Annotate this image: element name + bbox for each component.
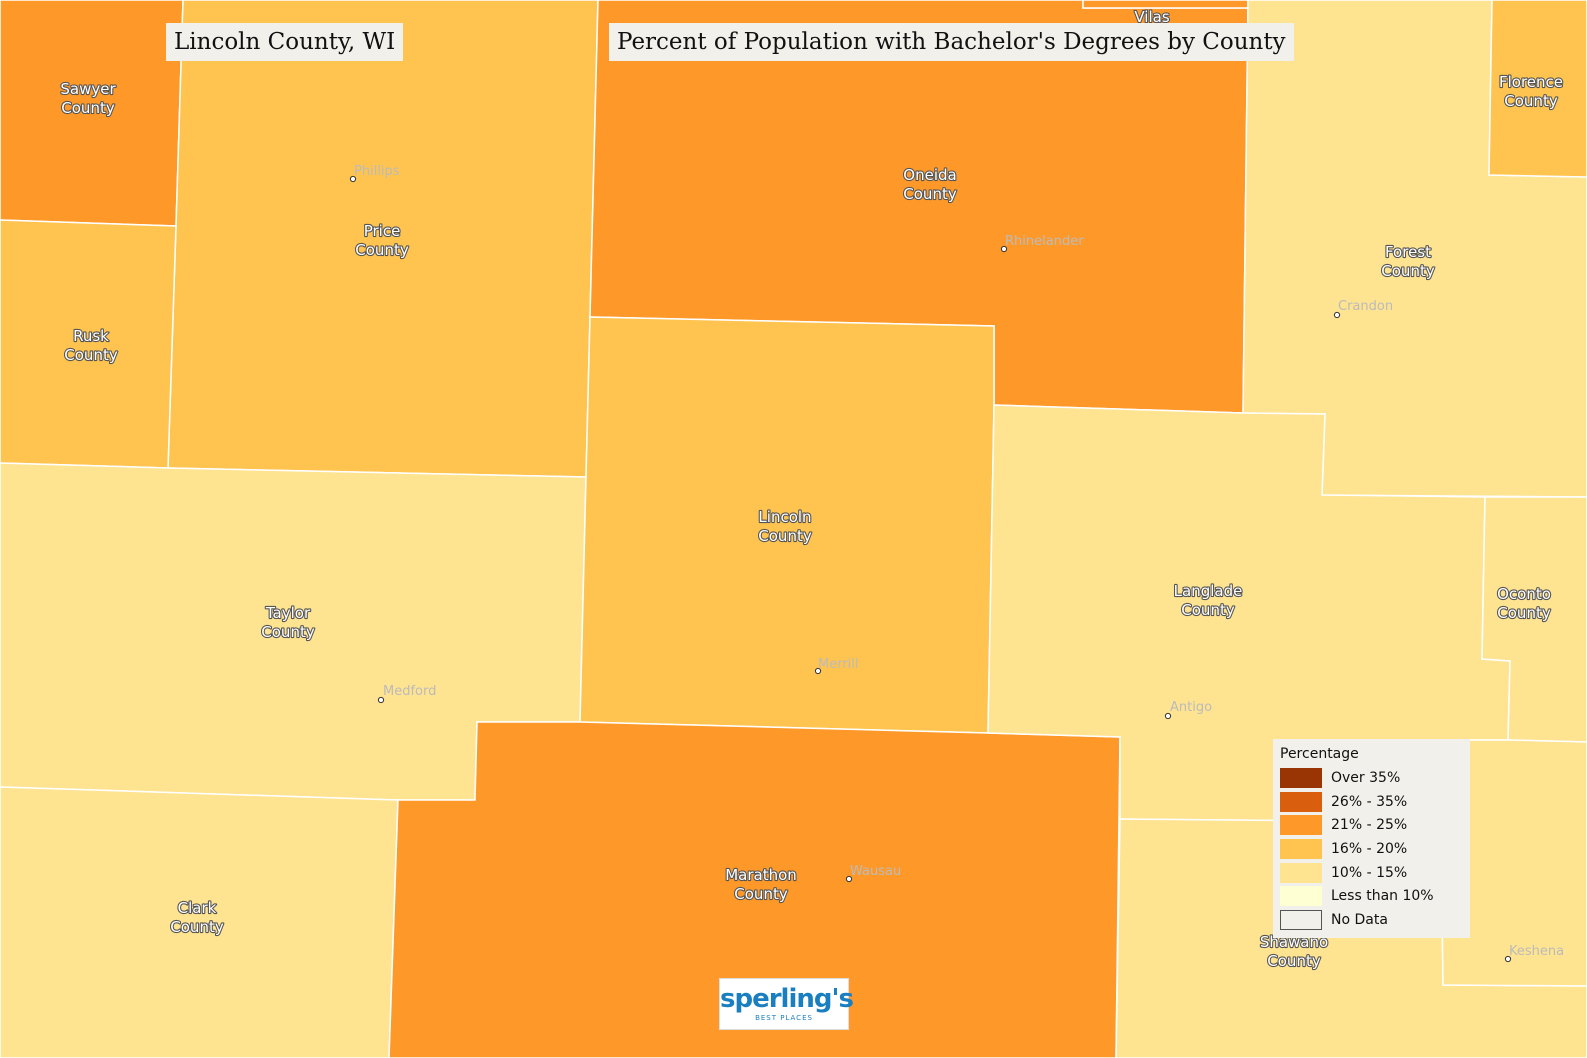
legend-title: Percentage	[1280, 746, 1359, 762]
legend-label: Less than 10%	[1331, 888, 1434, 905]
map-title-metric: Percent of Population with Bachelor's De…	[609, 23, 1294, 61]
county-shape-vilas	[1082, 0, 1249, 9]
county-label-shawano: Shawano County	[1260, 933, 1328, 970]
county-label-rusk: Rusk County	[64, 327, 118, 364]
city-dot-rhinelander	[1000, 245, 1008, 253]
city-label-rhinelander: Rhinelander	[1005, 234, 1084, 249]
city-label-wausau: Wausau	[850, 864, 901, 879]
county-shape-marathon	[388, 721, 1121, 1058]
sperlings-logo[interactable]: sperling's BEST PLACES	[719, 978, 854, 1030]
city-label-merrill: Merrill	[818, 657, 859, 672]
county-shape-florence	[1488, 0, 1587, 178]
county-label-lincoln: Lincoln County	[758, 508, 812, 545]
county-label-sawyer: Sawyer County	[60, 80, 116, 117]
legend-item: Over 35%	[1280, 766, 1470, 790]
county-label-clark: Clark County	[170, 899, 224, 936]
county-label-oconto: Oconto County	[1497, 585, 1551, 622]
city-label-crandon: Crandon	[1338, 299, 1393, 314]
legend-label: 21% - 25%	[1331, 817, 1408, 834]
county-label-langlade: Langlade County	[1174, 582, 1243, 619]
county-label-florence: Florence County	[1499, 73, 1563, 110]
county-label-vilas: Vilas	[1134, 8, 1169, 26]
legend-label: 26% - 35%	[1331, 793, 1408, 810]
city-dot-medford	[377, 696, 385, 704]
logo-wordmark: sperling's	[720, 984, 854, 1014]
legend: Percentage Over 35% 26% - 35% 21% - 25% …	[1273, 739, 1470, 938]
legend-item: 16% - 20%	[1280, 837, 1470, 861]
legend-item: 21% - 25%	[1280, 813, 1470, 837]
county-labels: Sawyer County Price County Rusk County Tayl…	[59, 7, 1564, 971]
legend-item: Less than 10%	[1280, 884, 1470, 908]
county-shape-clark	[0, 786, 399, 1058]
county-label-forest: Forest County	[1381, 243, 1435, 280]
legend-swatch	[1280, 815, 1322, 836]
logo-tagline: BEST PLACES	[755, 1014, 813, 1022]
county-label-taylor: Taylor County	[261, 604, 315, 641]
legend-swatch	[1280, 838, 1322, 859]
legend-swatch	[1280, 909, 1322, 930]
city-dot-crandon	[1333, 311, 1341, 319]
legend-label: Over 35%	[1331, 769, 1401, 786]
city-dot-keshena	[1504, 955, 1512, 963]
legend-item: 26% - 35%	[1280, 790, 1470, 814]
legend-swatch	[1280, 862, 1322, 883]
city-markers: Phillips Rhinelander Crandon Merrill Med…	[349, 164, 1564, 963]
legend-label: 10% - 15%	[1331, 864, 1408, 881]
map-title-location: Lincoln County, WI	[166, 23, 404, 61]
city-label-antigo: Antigo	[1170, 700, 1212, 715]
county-label-marathon: Marathon County	[725, 866, 797, 903]
city-label-keshena: Keshena	[1509, 944, 1564, 959]
legend-swatch	[1280, 767, 1322, 788]
city-dot-wausau	[845, 875, 853, 883]
city-label-medford: Medford	[383, 684, 436, 699]
county-label-oneida: Oneida County	[903, 166, 957, 203]
city-dot-phillips	[349, 175, 357, 183]
legend-label: 16% - 20%	[1331, 840, 1408, 857]
legend-swatch	[1280, 791, 1322, 812]
legend-item: 10% - 15%	[1280, 861, 1470, 885]
city-label-phillips: Phillips	[354, 164, 400, 179]
city-dot-merrill	[814, 667, 822, 675]
county-label-price: Price County	[355, 222, 409, 259]
city-dot-antigo	[1164, 712, 1172, 720]
legend-swatch	[1280, 886, 1322, 907]
legend-item: No Data	[1280, 908, 1470, 932]
legend-label: No Data	[1331, 911, 1388, 928]
